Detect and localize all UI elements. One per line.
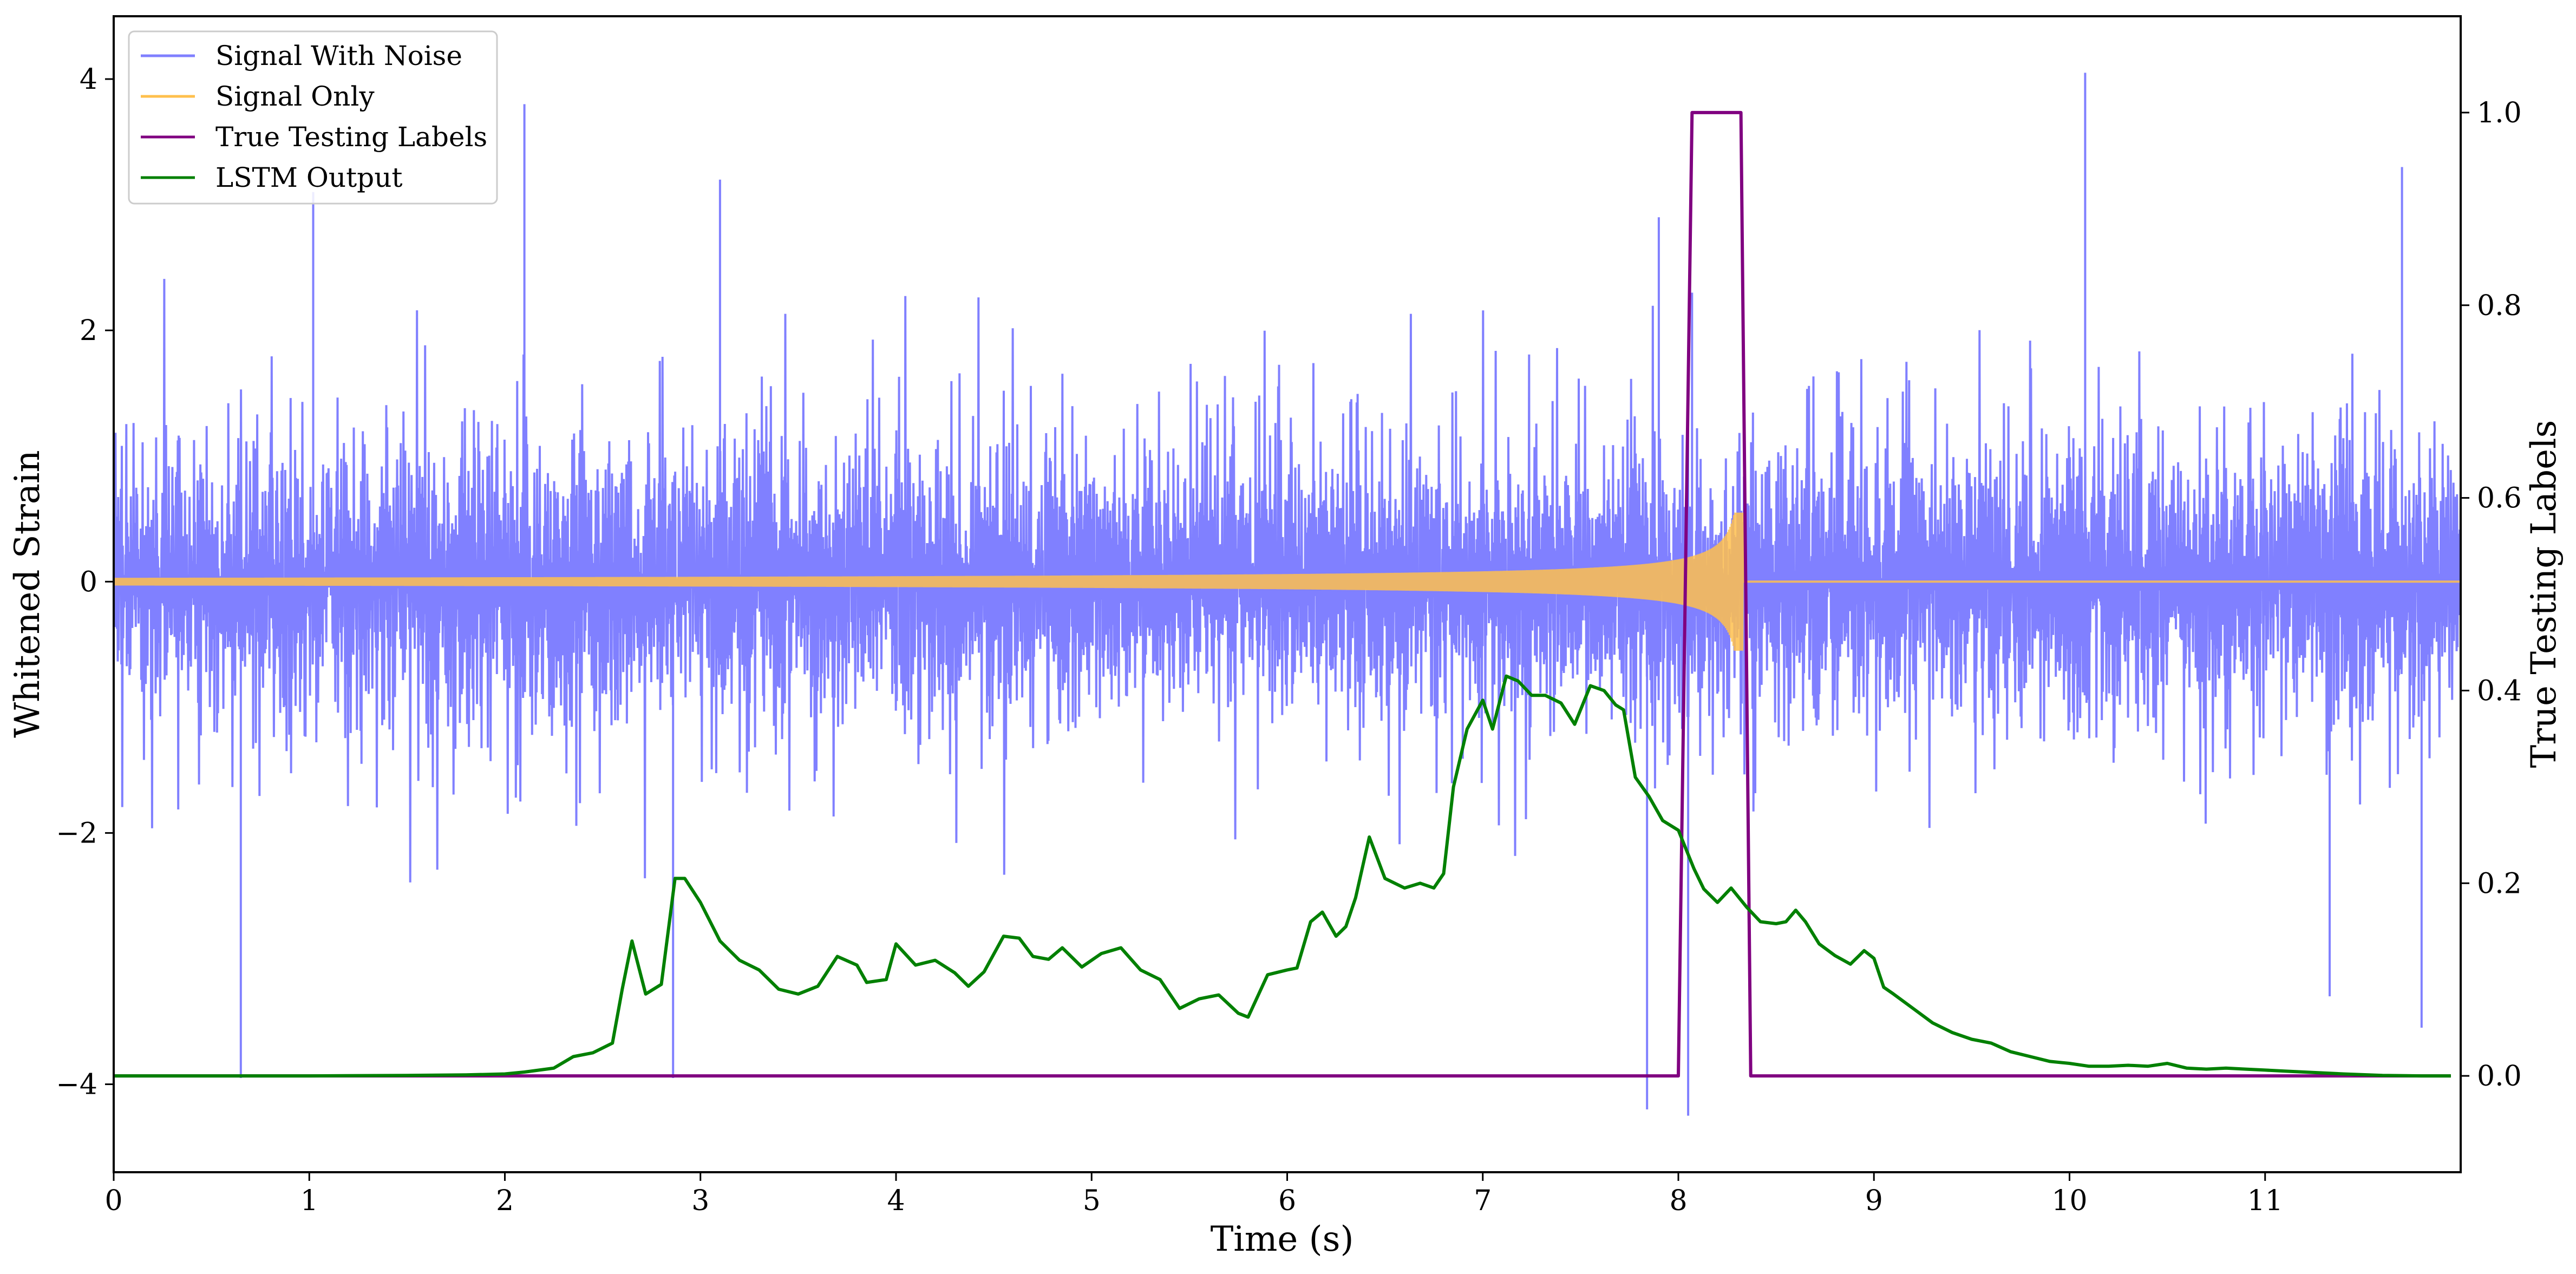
x-tick-label: 0 (104, 1185, 122, 1217)
y-tick-label: 2 (80, 315, 97, 347)
y-axis-right: 0.0 0.2 0.4 0.6 0.8 1.0 (2461, 97, 2522, 1093)
y2-tick-label: 0.0 (2477, 1060, 2522, 1093)
legend-label-signal-with-noise: Signal With Noise (215, 40, 462, 71)
series-lstm-output (114, 674, 2451, 1078)
legend-label-true-testing-labels: True Testing Labels (215, 121, 487, 153)
x-tick-label: 6 (1278, 1185, 1296, 1217)
series-signal-only (114, 512, 2461, 651)
x-tick-label: 4 (887, 1185, 905, 1217)
x-tick-label: 10 (2051, 1185, 2087, 1217)
legend-label-signal-only: Signal Only (215, 81, 375, 112)
y-tick-label: 0 (80, 566, 97, 598)
x-axis: 0 1 2 3 4 5 6 7 8 9 10 11 (104, 1172, 2283, 1217)
y-tick-label: −2 (56, 817, 97, 850)
y2-tick-label: 0.6 (2477, 482, 2522, 515)
legend-label-lstm-output: LSTM Output (215, 162, 402, 193)
x-tick-label: 3 (691, 1185, 709, 1217)
y2-tick-label: 0.8 (2477, 290, 2522, 322)
x-tick-label: 2 (496, 1185, 514, 1217)
x-tick-label: 5 (1083, 1185, 1101, 1217)
y2-tick-label: 0.2 (2477, 867, 2522, 900)
legend-box (128, 30, 498, 205)
x-tick-label: 8 (1669, 1185, 1687, 1217)
series-signal-with-noise (114, 73, 2461, 1116)
y-axis-left-title: Whitened Strain (8, 450, 48, 737)
x-tick-label: 7 (1474, 1185, 1492, 1217)
y2-tick-label: 1.0 (2477, 97, 2522, 129)
y2-tick-label: 0.4 (2477, 675, 2522, 707)
x-tick-label: 11 (2247, 1185, 2283, 1217)
y-axis-right-title: True Testing Labels (2524, 420, 2564, 768)
series-layer (114, 73, 2461, 1116)
y-tick-label: 4 (80, 63, 97, 96)
y-tick-label: −4 (56, 1069, 97, 1101)
x-tick-label: 1 (300, 1185, 318, 1217)
y-axis-left: −4 −2 0 2 4 (56, 63, 114, 1101)
x-tick-label: 9 (1865, 1185, 1883, 1217)
legend: Signal With Noise Signal Only True Testi… (128, 30, 498, 205)
series-true-testing-labels (114, 110, 2451, 1078)
x-axis-title: Time (s) (1211, 1219, 1354, 1259)
